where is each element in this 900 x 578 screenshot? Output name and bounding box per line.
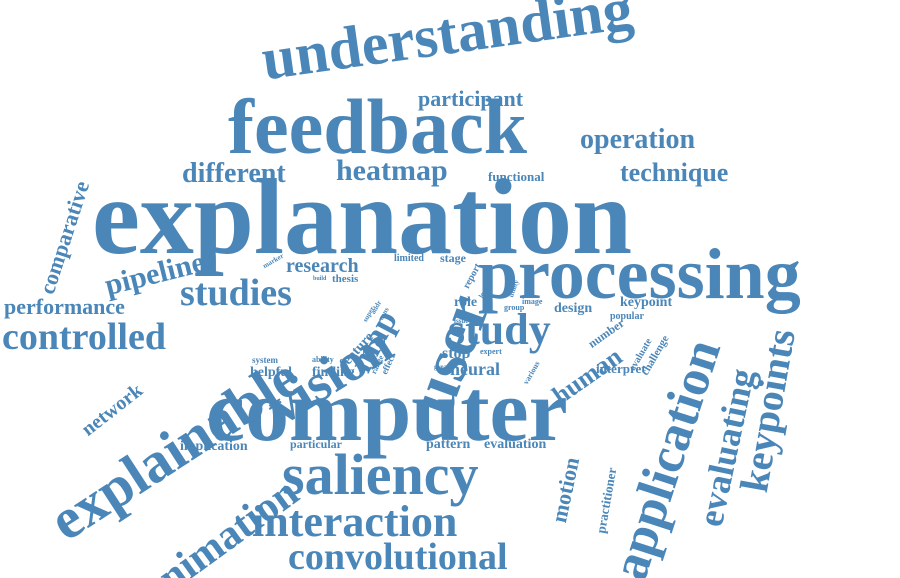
word-technique: technique <box>620 158 729 187</box>
word-build: build <box>313 276 327 282</box>
word-participant: participant <box>418 86 524 111</box>
word-popular: popular <box>610 311 644 322</box>
word-explanation: explanation <box>92 158 633 277</box>
word-pattern: pattern <box>426 437 471 452</box>
word-thesis: thesis <box>332 273 359 285</box>
word-keypoints: keypoints <box>731 325 804 496</box>
word-evaluation: evaluation <box>484 437 547 452</box>
word-human: human <box>546 341 628 411</box>
word-functional: functional <box>488 169 545 184</box>
word-performance: performance <box>4 294 125 319</box>
word-limited: limited <box>394 253 424 264</box>
word-expert: expert <box>480 347 502 356</box>
word-computer: computer <box>206 363 568 460</box>
word-saliency: saliency <box>282 442 479 507</box>
word-controlled: controlled <box>2 316 166 358</box>
word-research: research <box>286 255 359 277</box>
word-interpret: interpret <box>596 361 646 376</box>
word-role: role <box>454 295 478 310</box>
word-interaction: interaction <box>252 497 458 546</box>
word-study: study <box>448 305 551 354</box>
word-keypoint: keypoint <box>620 295 673 310</box>
word-different: different <box>182 158 286 189</box>
word-helpful: helpful <box>250 365 293 380</box>
word-stage: stage <box>440 251 466 265</box>
word-feedback: feedback <box>228 83 527 170</box>
word-design: design <box>554 301 593 316</box>
word-convolutional: convolutional <box>288 536 508 578</box>
word-motion: motion <box>546 455 585 525</box>
word-network: network <box>77 379 147 441</box>
word-particular: particular <box>290 437 342 451</box>
word-studies: studies <box>180 272 292 314</box>
word-heatmap: heatmap <box>336 154 448 187</box>
word-ability: ability <box>312 355 334 364</box>
word-stop: stop <box>442 345 471 362</box>
word-issue: issue <box>454 317 469 325</box>
word-image: image <box>522 297 543 306</box>
word-neural: neural <box>450 359 501 379</box>
word-finding: finding <box>312 365 355 380</box>
word-great: great <box>434 363 450 371</box>
word-comparative: comparative <box>34 177 95 298</box>
word-system: system <box>252 355 278 365</box>
word-processing: processing <box>478 234 801 314</box>
word-operation: operation <box>580 124 696 155</box>
word-group: group <box>504 303 525 312</box>
word-implication: implication <box>180 439 248 454</box>
word-understanding: understanding <box>257 0 637 93</box>
